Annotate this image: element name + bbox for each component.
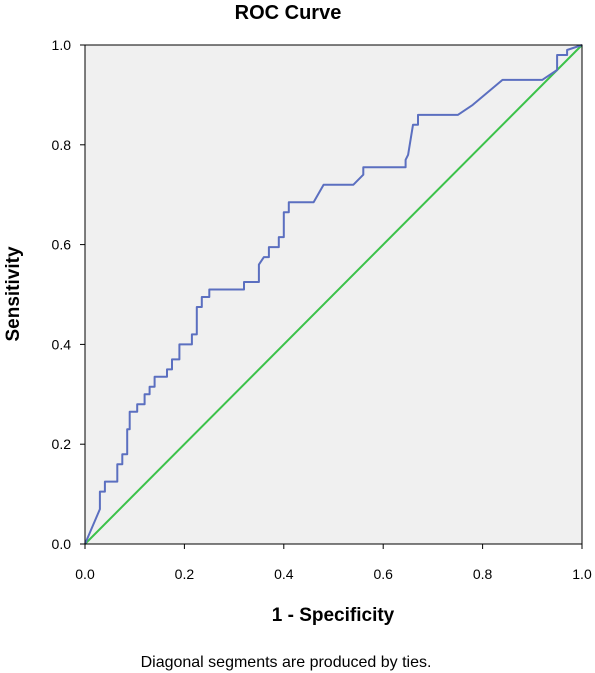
reference-diagonal-line bbox=[84, 44, 583, 545]
x-axis-title: 1 - Specificity bbox=[272, 605, 395, 626]
y-tick-label: 0.2 bbox=[52, 436, 72, 452]
series-layer bbox=[84, 44, 583, 545]
x-tick-label: 0.4 bbox=[274, 566, 294, 582]
y-axis-title: Sensitivity bbox=[3, 246, 24, 341]
y-tick-label: 1.0 bbox=[52, 37, 72, 53]
x-tick-label: 0.2 bbox=[175, 566, 195, 582]
chart-footnote: Diagonal segments are produced by ties. bbox=[141, 654, 432, 671]
x-axis: 0.0 0.2 0.4 0.6 0.8 1.0 bbox=[75, 544, 592, 582]
x-tick-label: 0.0 bbox=[75, 566, 95, 582]
y-tick-label: 0.8 bbox=[52, 137, 72, 153]
x-tick-label: 1.0 bbox=[572, 566, 592, 582]
y-tick-label: 0.4 bbox=[52, 336, 72, 352]
x-tick-label: 0.8 bbox=[473, 566, 493, 582]
chart-title: ROC Curve bbox=[235, 2, 342, 24]
plot-frame bbox=[84, 44, 583, 545]
y-axis: 0.0 0.2 0.4 0.6 0.8 1.0 bbox=[52, 37, 85, 552]
y-tick-label: 0.0 bbox=[52, 536, 72, 552]
x-tick-label: 0.6 bbox=[373, 566, 393, 582]
y-tick-label: 0.6 bbox=[52, 237, 72, 253]
roc-curve-line bbox=[84, 44, 583, 545]
